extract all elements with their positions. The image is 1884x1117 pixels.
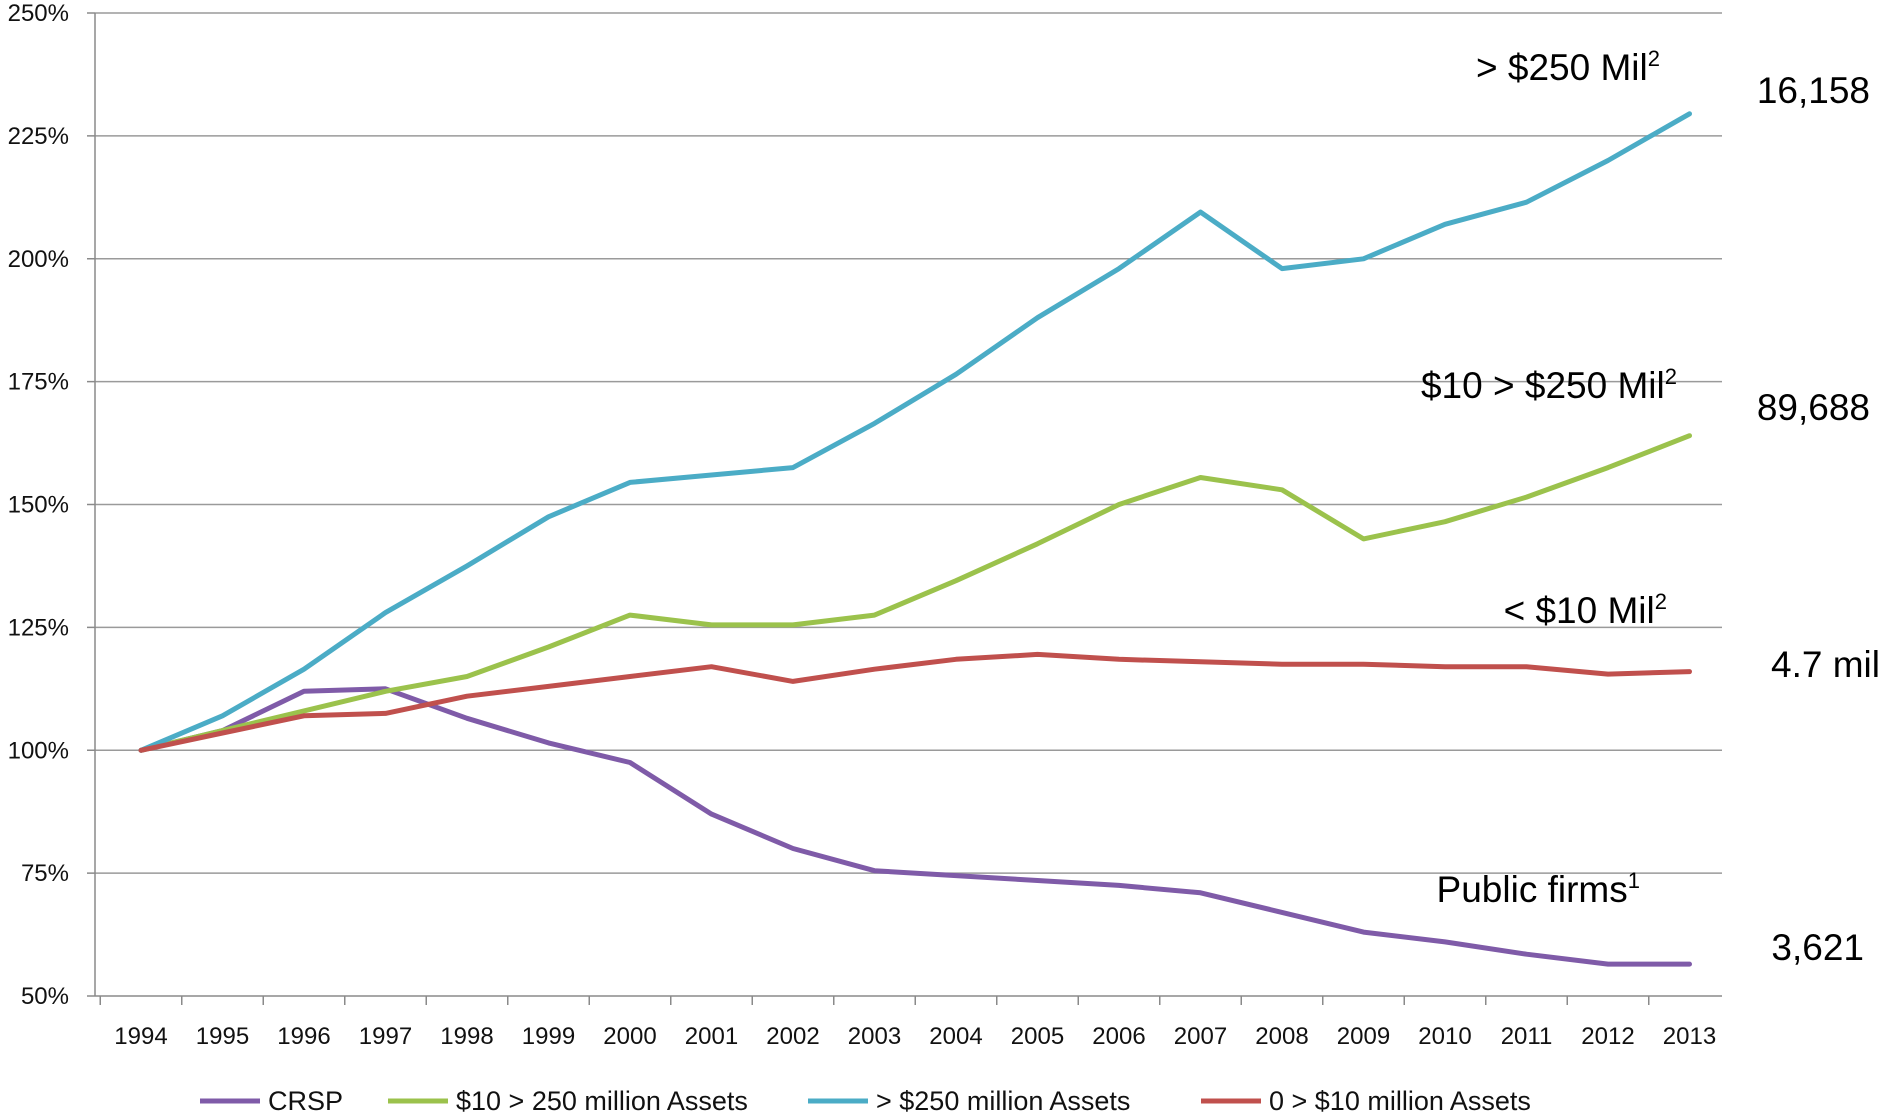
legend-label: $10 > 250 million Assets bbox=[456, 1086, 748, 1116]
annotations: > $250 Mil2 16,158 $10 > $250 Mil2 89,688 < … bbox=[1421, 46, 1880, 968]
series-line bbox=[138, 433, 1692, 753]
gridlines bbox=[95, 12, 1722, 874]
annotation-label: > $250 Mil2 bbox=[1476, 46, 1660, 88]
y-tick-label: 175% bbox=[8, 369, 69, 396]
x-tick-label: 2006 bbox=[1092, 1023, 1145, 1050]
x-tick-label: 1996 bbox=[277, 1023, 330, 1050]
x-tick-label: 1999 bbox=[522, 1023, 575, 1050]
series-line bbox=[138, 686, 1692, 967]
x-tick-label: 2001 bbox=[685, 1023, 738, 1050]
legend-label: 0 > $10 million Assets bbox=[1269, 1086, 1531, 1116]
x-tick-label: 2012 bbox=[1581, 1023, 1634, 1050]
x-tick-label: 2002 bbox=[766, 1023, 819, 1050]
y-tick-label: 150% bbox=[8, 492, 69, 519]
x-tick-label: 2000 bbox=[603, 1023, 656, 1050]
x-axis-ticks: 1994 1995 1996 1997 1998 1999 2000 2001 2002 2003… bbox=[99, 996, 1716, 1050]
x-tick-label: 2010 bbox=[1418, 1023, 1471, 1050]
x-tick-label: 2008 bbox=[1255, 1023, 1308, 1050]
annotation-label: < $10 Mil2 bbox=[1504, 589, 1667, 631]
x-tick-label: 1997 bbox=[359, 1023, 412, 1050]
annotation-label: Public firms1 bbox=[1437, 868, 1640, 910]
x-tick-label: 1995 bbox=[196, 1023, 249, 1050]
y-tick-label: 225% bbox=[8, 123, 69, 150]
legend-label: > $250 million Assets bbox=[876, 1086, 1130, 1116]
legend-label: CRSP bbox=[268, 1086, 343, 1116]
x-tick-label: 2003 bbox=[848, 1023, 901, 1050]
x-tick-label: 1994 bbox=[114, 1023, 167, 1050]
y-tick-label: 75% bbox=[21, 860, 69, 887]
x-tick-label: 2013 bbox=[1663, 1023, 1716, 1050]
annotation-count: 3,621 bbox=[1771, 927, 1864, 968]
annotation-count: 4.7 mil bbox=[1771, 644, 1880, 685]
series-line bbox=[138, 651, 1692, 753]
legend: CRSP $10 > 250 million Assets > $250 milli… bbox=[200, 1086, 1531, 1116]
y-tick-label: 250% bbox=[8, 0, 69, 27]
y-tick-label: 50% bbox=[21, 983, 69, 1010]
annotation-count: 16,158 bbox=[1757, 70, 1870, 111]
y-tick-label: 200% bbox=[8, 246, 69, 273]
series-line bbox=[138, 111, 1692, 753]
x-tick-label: 2004 bbox=[929, 1023, 982, 1050]
y-axis-ticks: 50% 75% 100% 125% 150% 175% 200% 225% 250% bbox=[8, 0, 95, 1010]
x-tick-label: 2007 bbox=[1174, 1023, 1227, 1050]
y-tick-label: 100% bbox=[8, 737, 69, 764]
x-tick-label: 2009 bbox=[1337, 1023, 1390, 1050]
annotation-count: 89,688 bbox=[1757, 387, 1870, 428]
y-tick-label: 125% bbox=[8, 614, 69, 641]
x-tick-label: 2005 bbox=[1011, 1023, 1064, 1050]
series-lines bbox=[138, 111, 1692, 967]
x-tick-label: 1998 bbox=[440, 1023, 493, 1050]
annotation-label: $10 > $250 Mil2 bbox=[1421, 364, 1677, 406]
x-tick-label: 2011 bbox=[1501, 1023, 1553, 1050]
